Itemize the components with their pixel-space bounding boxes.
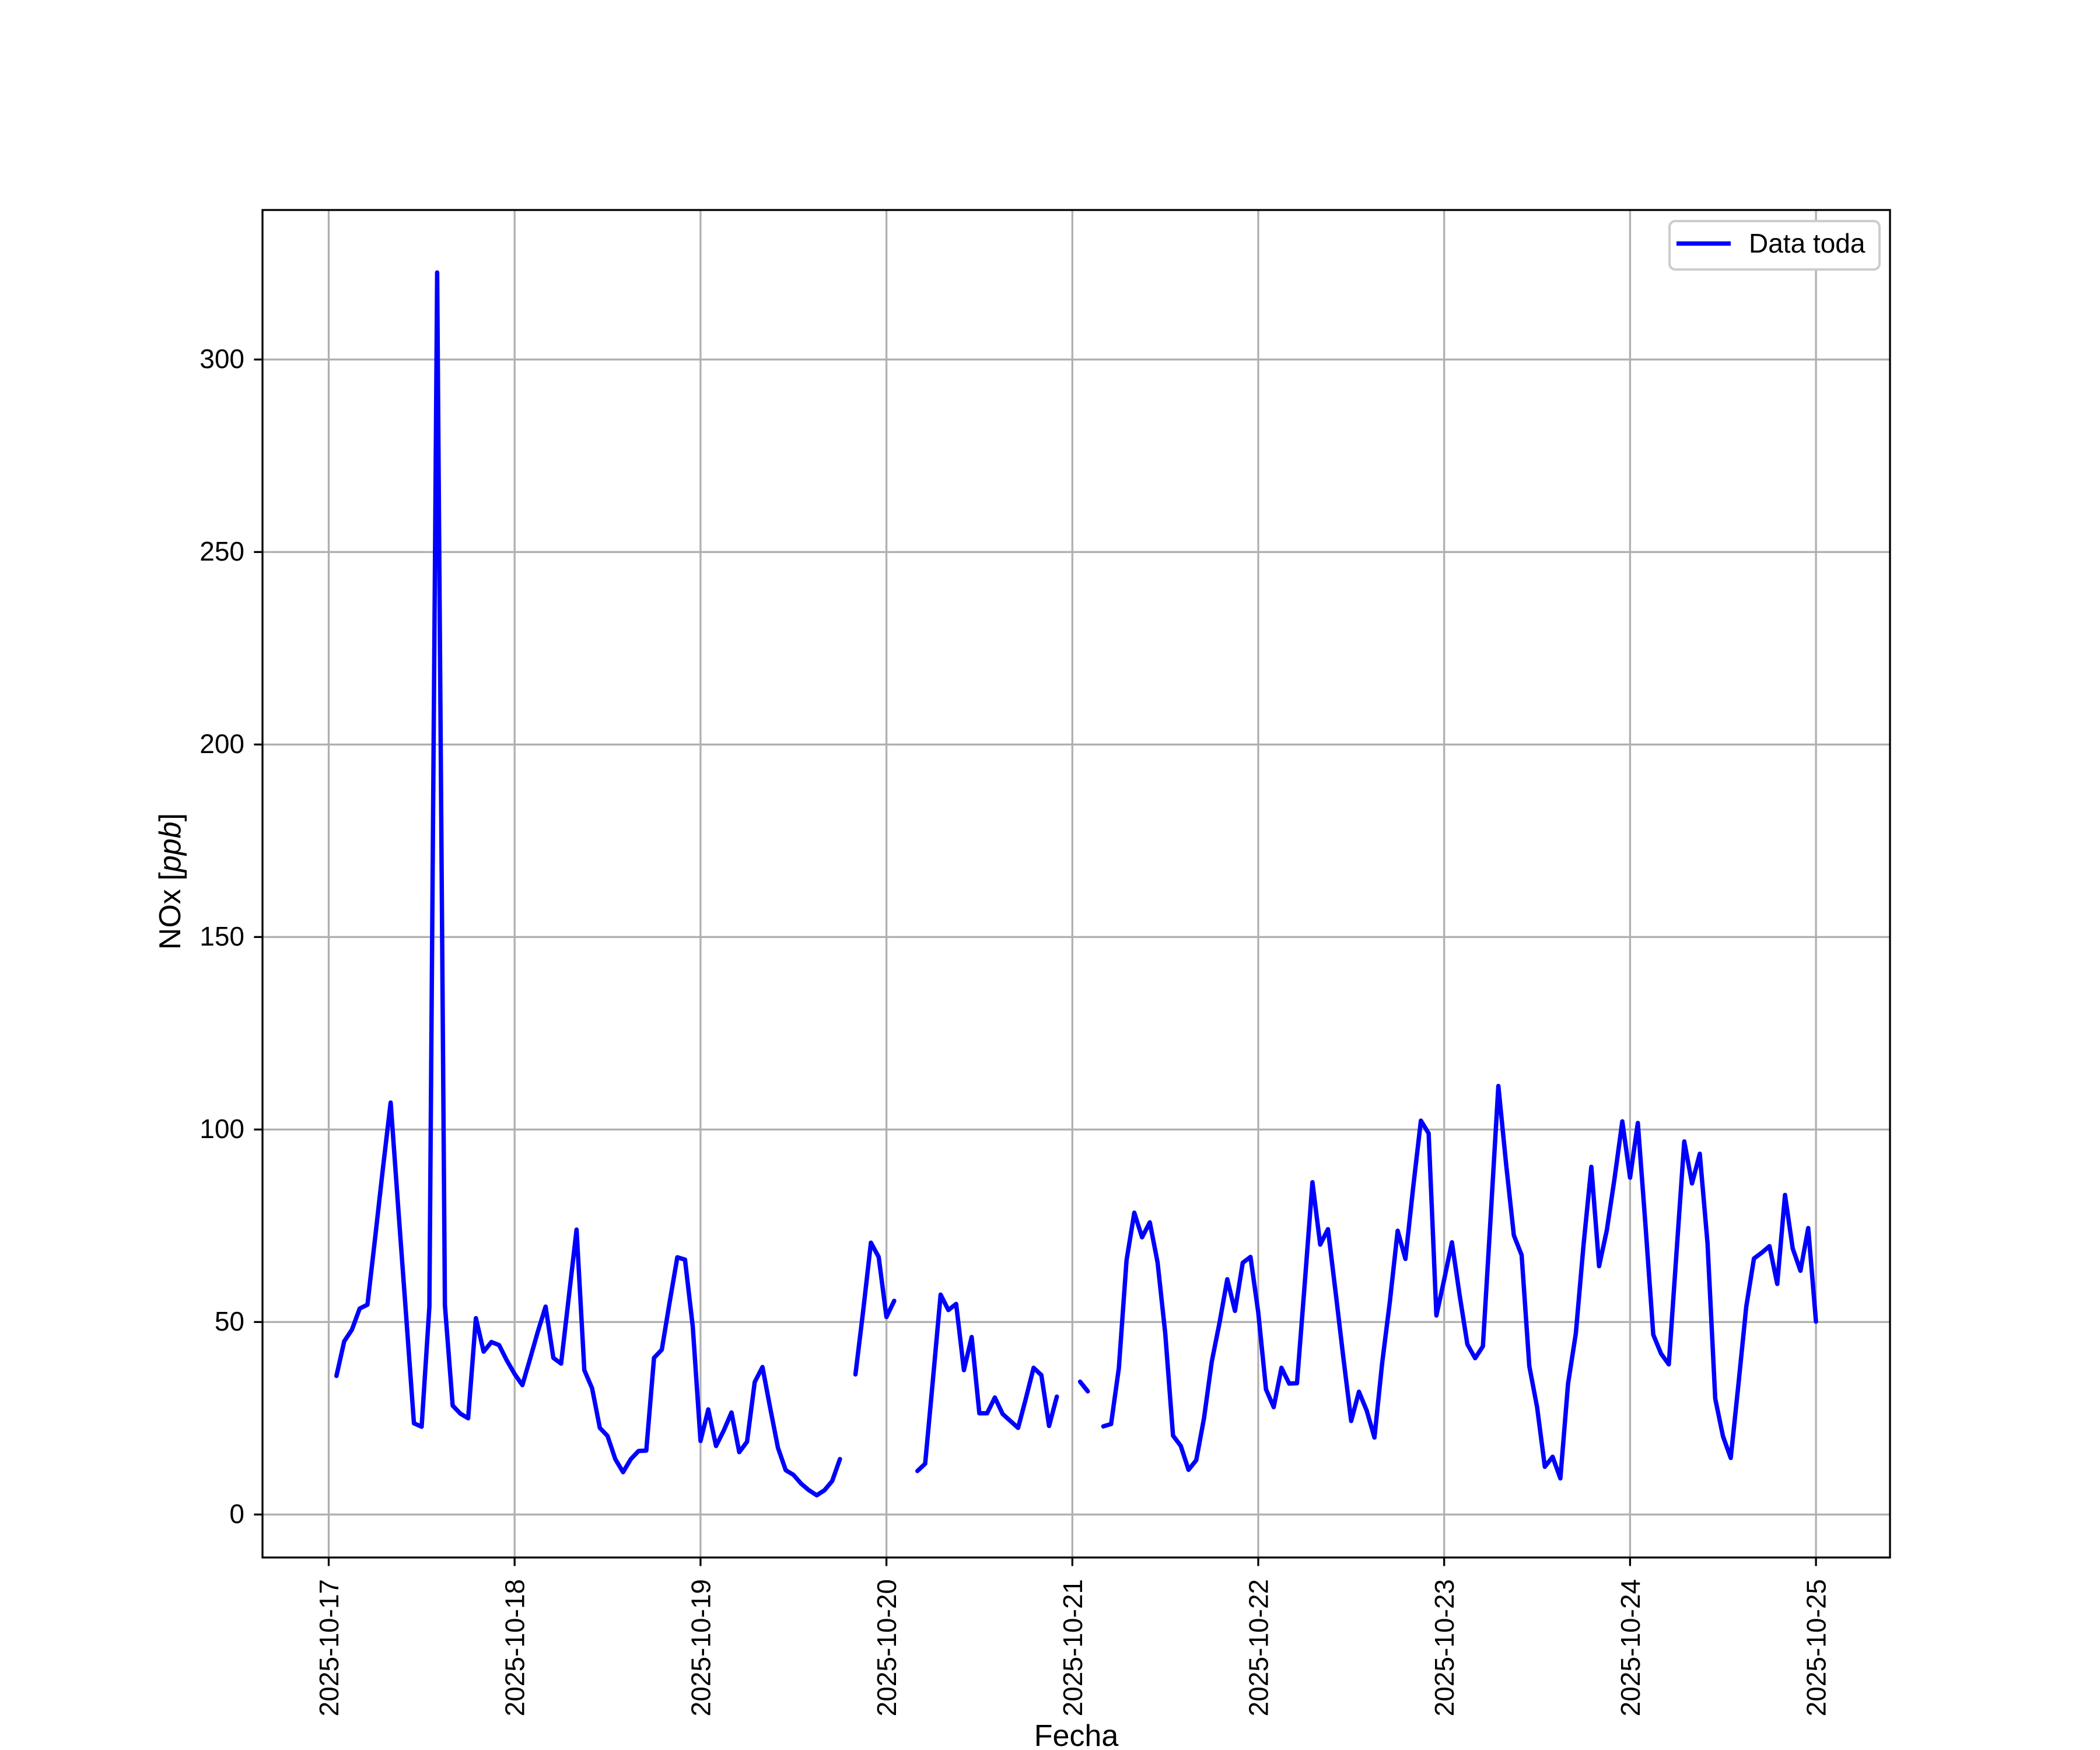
svg-text:50: 50 bbox=[215, 1306, 244, 1336]
svg-text:2025-10-21: 2025-10-21 bbox=[1058, 1579, 1088, 1716]
svg-text:2025-10-19: 2025-10-19 bbox=[685, 1579, 716, 1716]
svg-text:2025-10-23: 2025-10-23 bbox=[1429, 1579, 1460, 1716]
svg-text:2025-10-25: 2025-10-25 bbox=[1801, 1579, 1832, 1716]
svg-text:Data toda: Data toda bbox=[1749, 228, 1866, 258]
svg-text:0: 0 bbox=[229, 1499, 244, 1529]
svg-text:Fecha: Fecha bbox=[1034, 1719, 1119, 1750]
svg-text:2025-10-22: 2025-10-22 bbox=[1244, 1579, 1274, 1716]
svg-text:300: 300 bbox=[200, 344, 244, 374]
svg-text:2025-10-17: 2025-10-17 bbox=[314, 1579, 344, 1716]
svg-text:2025-10-20: 2025-10-20 bbox=[872, 1579, 902, 1716]
svg-text:100: 100 bbox=[200, 1114, 244, 1144]
svg-text:150: 150 bbox=[200, 921, 244, 951]
svg-text:2025-10-18: 2025-10-18 bbox=[500, 1579, 530, 1716]
svg-text:200: 200 bbox=[200, 729, 244, 759]
svg-text:250: 250 bbox=[200, 536, 244, 566]
svg-text:2025-10-24: 2025-10-24 bbox=[1615, 1579, 1646, 1716]
svg-text:NOx [ppb]: NOx [ppb] bbox=[153, 813, 187, 950]
